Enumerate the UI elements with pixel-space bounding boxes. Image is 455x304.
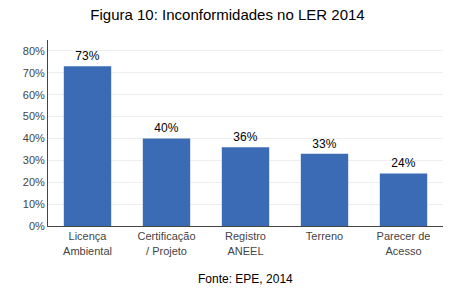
svg-text:Fonte: EPE, 2014: Fonte: EPE, 2014: [198, 272, 293, 286]
svg-text:36%: 36%: [233, 130, 257, 144]
svg-text:33%: 33%: [312, 137, 336, 151]
svg-text:24%: 24%: [391, 156, 415, 170]
svg-text:Certificação/ Projeto: Certificação/ Projeto: [137, 230, 195, 256]
svg-text:40%: 40%: [23, 132, 45, 144]
svg-text:40%: 40%: [154, 121, 178, 135]
svg-text:30%: 30%: [23, 154, 45, 166]
svg-text:70%: 70%: [23, 67, 45, 79]
svg-text:60%: 60%: [23, 89, 45, 101]
svg-text:80%: 80%: [23, 45, 45, 57]
svg-text:Parecer deAcesso: Parecer deAcesso: [377, 230, 431, 256]
svg-text:RegistroANEEL: RegistroANEEL: [225, 230, 266, 256]
svg-text:73%: 73%: [75, 49, 99, 63]
svg-text:LicençaAmbiental: LicençaAmbiental: [63, 230, 112, 256]
svg-text:Figura 10: Inconformidades no: Figura 10: Inconformidades no LER 2014: [90, 6, 364, 23]
svg-text:Terreno: Terreno: [306, 230, 343, 242]
svg-text:50%: 50%: [23, 110, 45, 122]
svg-text:0%: 0%: [29, 220, 45, 232]
svg-text:10%: 10%: [23, 198, 45, 210]
svg-text:20%: 20%: [23, 176, 45, 188]
